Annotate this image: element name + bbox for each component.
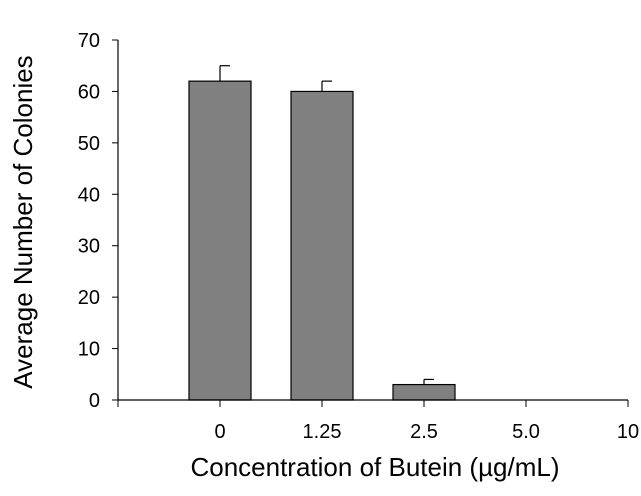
y-tick-label-50: 50 [78,133,100,155]
error-bars-layer [219,65,434,385]
labels-layer: 0 1.25 2.5 5.0 10 0 10 20 30 40 50 60 70 [78,30,639,443]
bar-2.5 [392,383,456,401]
bars-layer [188,80,456,401]
y-tick-label-0: 0 [89,390,100,412]
y-tick-label-40: 40 [78,184,100,206]
x-tick-label-2.5: 2.5 [410,421,438,443]
bar-0 [188,80,252,401]
y-tick-label-60: 60 [78,81,100,103]
y-tick-label-70: 70 [78,30,100,52]
axes-layer [112,39,629,407]
x-axis-title: Concentration of Butein (µg/mL) [190,452,559,482]
y-axis-title: Average Number of Colonies [8,55,38,388]
x-tick-label-1.25: 1.25 [303,421,342,443]
x-tick-label-0: 0 [214,421,225,443]
x-tick-label-10: 10 [617,421,639,443]
bar-1.25 [290,90,354,401]
y-tick-label-20: 20 [78,287,100,309]
x-tick-label-5.0: 5.0 [512,421,540,443]
y-tick-label-10: 10 [78,339,100,361]
y-tick-label-30: 30 [78,236,100,258]
